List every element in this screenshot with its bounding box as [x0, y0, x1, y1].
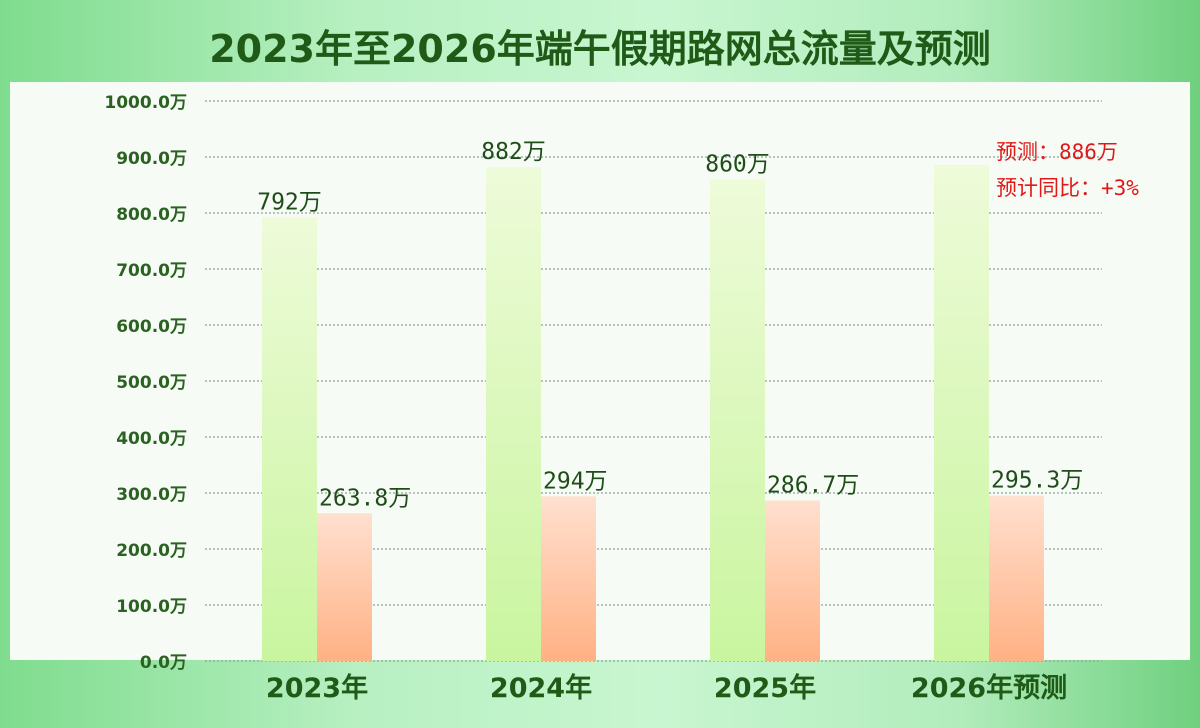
data-label: 792万 [257, 189, 322, 215]
data-label: 263.8万 [319, 485, 411, 511]
data-label: 294万 [543, 468, 608, 494]
bar-total-flow [486, 167, 541, 661]
x-tick-label: 2025年 [714, 672, 816, 704]
bar-total-flow [262, 217, 317, 662]
forecast-annotation: 预计同比：+3% [996, 176, 1139, 200]
y-tick-label: 200.0万 [116, 541, 187, 561]
y-tick-label: 1000.0万 [104, 93, 187, 113]
x-tick-label: 2024年 [490, 672, 592, 704]
y-tick-label: 400.0万 [116, 429, 187, 449]
x-tick-label: 2023年 [266, 672, 368, 704]
x-tick-label: 2026年预测 [911, 672, 1067, 704]
y-tick-label: 700.0万 [116, 261, 187, 281]
y-tick-label: 600.0万 [116, 317, 187, 337]
y-tick-label: 0.0万 [140, 653, 187, 673]
bar-secondary-flow [317, 513, 372, 661]
chart-title: 2023年至2026年端午假期路网总流量及预测 [209, 27, 991, 71]
bar-secondary-flow [765, 500, 820, 661]
y-tick-label: 500.0万 [116, 373, 187, 393]
data-label: 286.7万 [767, 472, 859, 498]
bar-secondary-flow [541, 496, 596, 661]
bar-secondary-flow [989, 495, 1044, 661]
data-label: 295.3万 [991, 468, 1083, 494]
bar-total-flow [710, 179, 765, 661]
forecast-annotation: 预测：886万 [996, 140, 1118, 164]
y-tick-label: 900.0万 [116, 149, 187, 169]
y-tick-label: 300.0万 [116, 485, 187, 505]
bar-total-flow [934, 164, 989, 661]
data-label: 860万 [705, 151, 770, 177]
data-label: 882万 [481, 139, 546, 165]
y-tick-label: 100.0万 [116, 597, 187, 617]
y-tick-label: 800.0万 [116, 205, 187, 225]
